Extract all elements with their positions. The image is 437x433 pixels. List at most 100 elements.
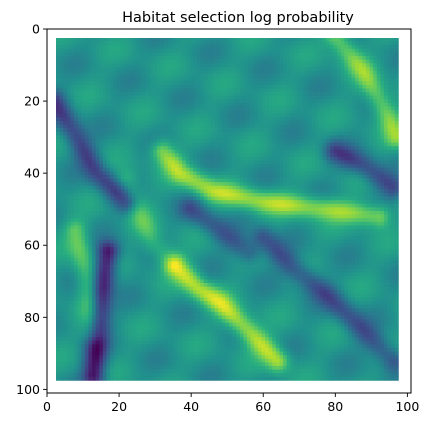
heatmap-cell	[265, 171, 269, 176]
heatmap-cell	[355, 88, 360, 93]
heatmap-cell	[142, 70, 147, 75]
heatmap-cell	[182, 84, 187, 89]
heatmap-cell	[290, 192, 295, 197]
heatmap-cell	[210, 77, 215, 82]
heatmap-cell	[185, 56, 190, 60]
heatmap-cell	[383, 218, 388, 223]
heatmap-cell	[142, 106, 147, 111]
heatmap-cell	[200, 138, 205, 143]
heatmap-cell	[95, 174, 100, 179]
heatmap-cell	[369, 153, 374, 158]
heatmap-cell	[221, 102, 226, 107]
heatmap-cell	[174, 110, 179, 115]
heatmap-cell	[283, 63, 288, 68]
heatmap-cell	[160, 167, 165, 172]
heatmap-cell	[131, 211, 136, 215]
heatmap-cell	[290, 200, 295, 205]
heatmap-cell	[95, 200, 100, 205]
heatmap-cell	[362, 214, 367, 219]
heatmap-cell	[355, 45, 360, 50]
heatmap-cell	[214, 81, 219, 86]
heatmap-cell	[88, 117, 93, 122]
heatmap-cell	[135, 70, 140, 75]
heatmap-cell	[347, 221, 352, 226]
heatmap-cell	[268, 146, 273, 151]
heatmap-cell	[142, 221, 147, 226]
heatmap-cell	[149, 182, 154, 187]
heatmap-cell	[196, 225, 201, 230]
heatmap-cell	[254, 48, 259, 53]
heatmap-cell	[63, 45, 68, 50]
heatmap-cell	[102, 74, 107, 78]
heatmap-cell	[185, 59, 190, 64]
heatmap-cell	[311, 214, 316, 219]
heatmap-cell	[117, 38, 122, 42]
heatmap-cell	[207, 92, 212, 97]
heatmap-cell	[236, 192, 241, 197]
heatmap-cell	[63, 59, 68, 64]
heatmap-cell	[308, 38, 313, 42]
heatmap-cell	[239, 138, 244, 143]
heatmap-cell	[74, 192, 78, 197]
heatmap-cell	[340, 70, 345, 75]
heatmap-cell	[333, 81, 338, 86]
heatmap-cell	[210, 113, 215, 118]
heatmap-cell	[167, 211, 172, 215]
heatmap-cell	[92, 70, 96, 75]
heatmap-cell	[265, 74, 269, 78]
heatmap-cell	[192, 149, 197, 154]
heatmap-cell	[138, 81, 143, 86]
heatmap-cell	[128, 120, 133, 125]
heatmap-cell	[394, 192, 399, 197]
heatmap-cell	[192, 120, 197, 125]
heatmap-cell	[232, 66, 237, 71]
heatmap-cell	[160, 45, 165, 50]
heatmap-cell	[308, 56, 313, 60]
heatmap-cell	[275, 160, 280, 165]
heatmap-cell	[138, 120, 143, 125]
heatmap-cell	[272, 207, 277, 212]
heatmap-cell	[92, 189, 96, 194]
heatmap-cell	[286, 84, 291, 89]
heatmap-cell	[351, 211, 356, 215]
heatmap-cell	[340, 189, 345, 194]
heatmap-cell	[218, 135, 223, 140]
heatmap-cell	[164, 153, 169, 158]
heatmap-cell	[232, 211, 237, 215]
heatmap-cell	[200, 45, 205, 50]
heatmap-cell	[92, 102, 96, 107]
heatmap-cell	[99, 45, 104, 50]
heatmap-cell	[254, 106, 259, 111]
heatmap-cell	[92, 135, 96, 140]
heatmap-cell	[171, 70, 176, 75]
heatmap-cell	[178, 135, 183, 140]
heatmap-cell	[81, 164, 86, 169]
heatmap-cell	[218, 200, 223, 205]
heatmap-cell	[178, 128, 183, 133]
heatmap-cell	[290, 124, 295, 129]
heatmap-cell	[344, 56, 349, 60]
heatmap-cell	[56, 164, 60, 169]
heatmap-cell	[290, 211, 295, 215]
heatmap-cell	[70, 178, 75, 183]
heatmap-cell	[102, 81, 107, 86]
heatmap-cell	[304, 192, 309, 197]
heatmap-cell	[146, 211, 151, 215]
heatmap-cell	[74, 102, 78, 107]
heatmap-cell	[192, 45, 197, 50]
heatmap-cell	[66, 56, 71, 60]
heatmap-cell	[279, 88, 284, 93]
heatmap-cell	[221, 211, 226, 215]
heatmap-cell	[218, 77, 223, 82]
heatmap-cell	[225, 52, 230, 57]
heatmap-cell	[128, 113, 133, 118]
heatmap-cell	[236, 164, 241, 169]
heatmap-cell	[236, 77, 241, 82]
heatmap-cell	[351, 178, 356, 183]
heatmap-cell	[315, 52, 320, 57]
heatmap-cell	[319, 124, 324, 129]
heatmap-cell	[257, 218, 262, 223]
heatmap-cell	[257, 146, 262, 151]
heatmap-cell	[135, 174, 140, 179]
heatmap-cell	[293, 66, 298, 71]
